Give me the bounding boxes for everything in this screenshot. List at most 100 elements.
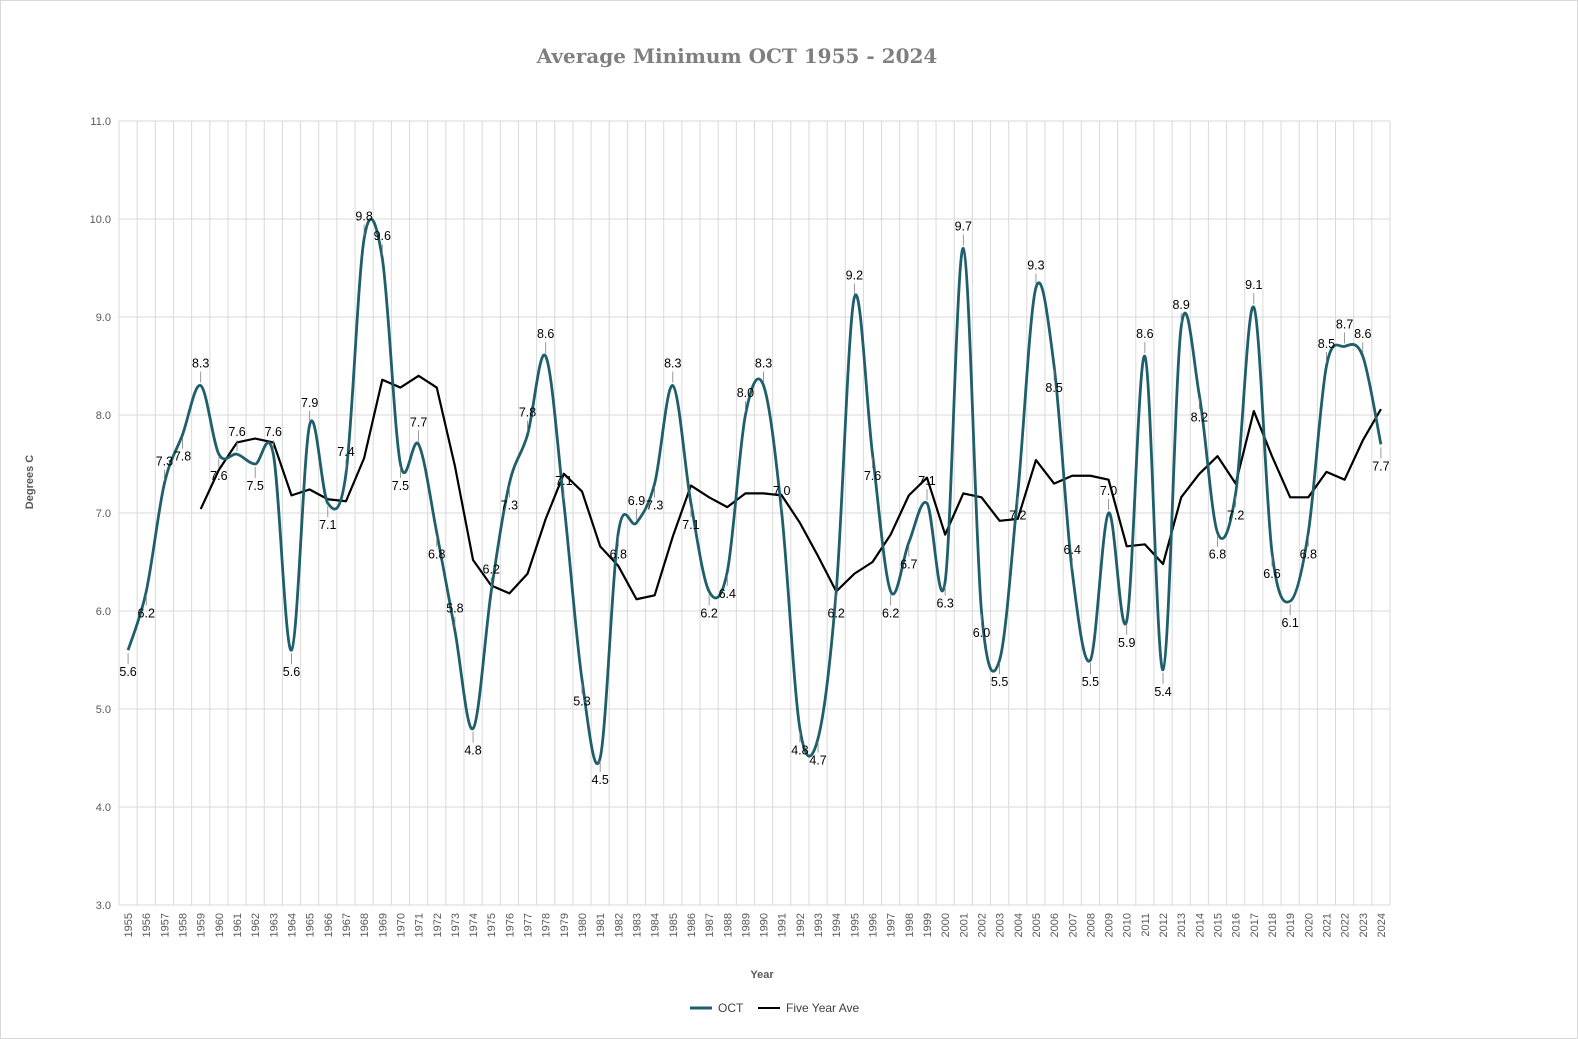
x-tick-label: 2013	[1176, 913, 1188, 937]
x-tick-label: 2009	[1104, 913, 1116, 937]
data-label: 8.3	[755, 357, 772, 371]
x-axis-title: Year	[750, 969, 774, 981]
x-tick-label: 1992	[795, 913, 807, 937]
data-label: 5.6	[119, 665, 136, 679]
x-tick-label: 1983	[631, 913, 643, 937]
data-label: 6.8	[610, 548, 627, 562]
data-label: 7.1	[918, 474, 935, 488]
data-label: 6.8	[428, 548, 445, 562]
data-label: 7.8	[519, 406, 536, 420]
x-tick-label: 1975	[486, 913, 498, 937]
x-tick-label: 1971	[414, 913, 426, 937]
data-label: 9.6	[374, 229, 391, 243]
y-tick-label: 8.0	[96, 410, 111, 422]
legend-avg-label: Five Year Ave	[786, 1001, 859, 1015]
y-axis-title: Degrees C	[24, 455, 36, 509]
x-tick-label: 1982	[613, 913, 625, 937]
data-label: 7.2	[1009, 508, 1026, 522]
data-label: 6.2	[828, 606, 845, 620]
x-tick-label: 1993	[813, 913, 825, 937]
data-label: 9.2	[846, 268, 863, 282]
x-tick-label: 2023	[1358, 913, 1370, 937]
x-tick-label: 2010	[1122, 913, 1134, 937]
x-tick-label: 1958	[178, 913, 190, 937]
x-tick-label: 2004	[1013, 913, 1025, 937]
data-labels: 5.66.27.3 7.88.37.67.67.57.65.67.97.17.49…	[119, 210, 1389, 787]
x-tick-label: 2014	[1194, 913, 1206, 937]
data-label: 8.6	[1136, 327, 1153, 341]
data-label: 6.9	[628, 494, 645, 508]
oct-series	[126, 217, 1383, 766]
data-label: 5.3	[573, 695, 590, 709]
data-label: 4.5	[591, 773, 608, 787]
x-tick-label: 2016	[1231, 913, 1243, 937]
data-label: 6.0	[973, 626, 990, 640]
data-label: 7.5	[246, 479, 263, 493]
legend: OCT Five Year Ave	[690, 1001, 859, 1015]
data-label: 7.0	[773, 484, 790, 498]
oct-line	[126, 217, 1383, 766]
data-label: 7.9	[301, 396, 318, 410]
x-tick-label: 1996	[868, 913, 880, 937]
data-label: 5.6	[283, 665, 300, 679]
x-tick-label: 1974	[468, 913, 480, 937]
data-label: 7.2	[1227, 508, 1244, 522]
data-label: 5.5	[991, 675, 1008, 689]
x-tick-label: 1990	[759, 913, 771, 937]
x-tick-label: 1959	[196, 913, 208, 937]
data-label: 7.3	[501, 499, 518, 513]
data-label: 9.1	[1245, 278, 1262, 292]
x-tick-label: 1977	[523, 913, 535, 937]
x-tick-label: 2008	[1085, 913, 1097, 937]
y-tick-label: 5.0	[96, 704, 111, 716]
data-label: 9.8	[355, 210, 372, 224]
x-tick-label: 2002	[976, 913, 988, 937]
data-label: 5.9	[1118, 636, 1135, 650]
data-label: 6.4	[719, 587, 736, 601]
data-label: 6.2	[700, 606, 717, 620]
data-label: 7.4	[337, 445, 354, 459]
x-tick-label: 2017	[1249, 913, 1261, 937]
x-tick-label: 1981	[595, 913, 607, 937]
data-label: 7.7	[1372, 459, 1389, 473]
data-label: 6.8	[1209, 548, 1226, 562]
data-label: 6.2	[483, 562, 500, 576]
data-label: 6.1	[1281, 616, 1298, 630]
x-tick-label: 1978	[541, 913, 553, 937]
x-tick-label: 1987	[704, 913, 716, 937]
data-label: 9.7	[955, 219, 972, 233]
data-label: 6.6	[1263, 567, 1280, 581]
x-tick-label: 1999	[922, 913, 934, 937]
x-tick-label: 1964	[286, 913, 298, 937]
data-label: 6.3	[936, 597, 953, 611]
y-tick-label: 7.0	[96, 508, 111, 520]
x-tick-label: 2024	[1376, 913, 1388, 937]
five-year-ave-series	[199, 374, 1382, 601]
data-label: 7.6	[864, 469, 881, 483]
x-tick-label: 1995	[849, 913, 861, 937]
data-label: 8.2	[1191, 410, 1208, 424]
data-label: 7.5	[392, 479, 409, 493]
data-label: 5.8	[446, 602, 463, 616]
data-label: 7.1	[682, 518, 699, 532]
five-year-ave-line	[199, 374, 1382, 601]
data-label: 4.8	[791, 744, 808, 758]
y-tick-label: 3.0	[96, 900, 111, 912]
x-tick-label: 1969	[377, 913, 389, 937]
chart-title: Average Minimum OCT 1955 - 2024	[536, 44, 938, 68]
x-tick-label: 2003	[995, 913, 1007, 937]
data-label: 7.8	[174, 450, 191, 464]
gridlines	[118, 120, 1391, 906]
x-tick-label: 2022	[1340, 913, 1352, 937]
data-label: 8.0	[737, 386, 754, 400]
data-label: 5.5	[1082, 675, 1099, 689]
data-label: 7.3	[156, 455, 173, 469]
x-tick-label: 1991	[777, 913, 789, 937]
x-tick-label: 1962	[250, 913, 262, 937]
data-label: 5.4	[1154, 685, 1171, 699]
data-label: 8.3	[192, 357, 209, 371]
data-label: 7.0	[1100, 484, 1117, 498]
data-label: 7.7	[410, 415, 427, 429]
x-tick-label: 1965	[305, 913, 317, 937]
